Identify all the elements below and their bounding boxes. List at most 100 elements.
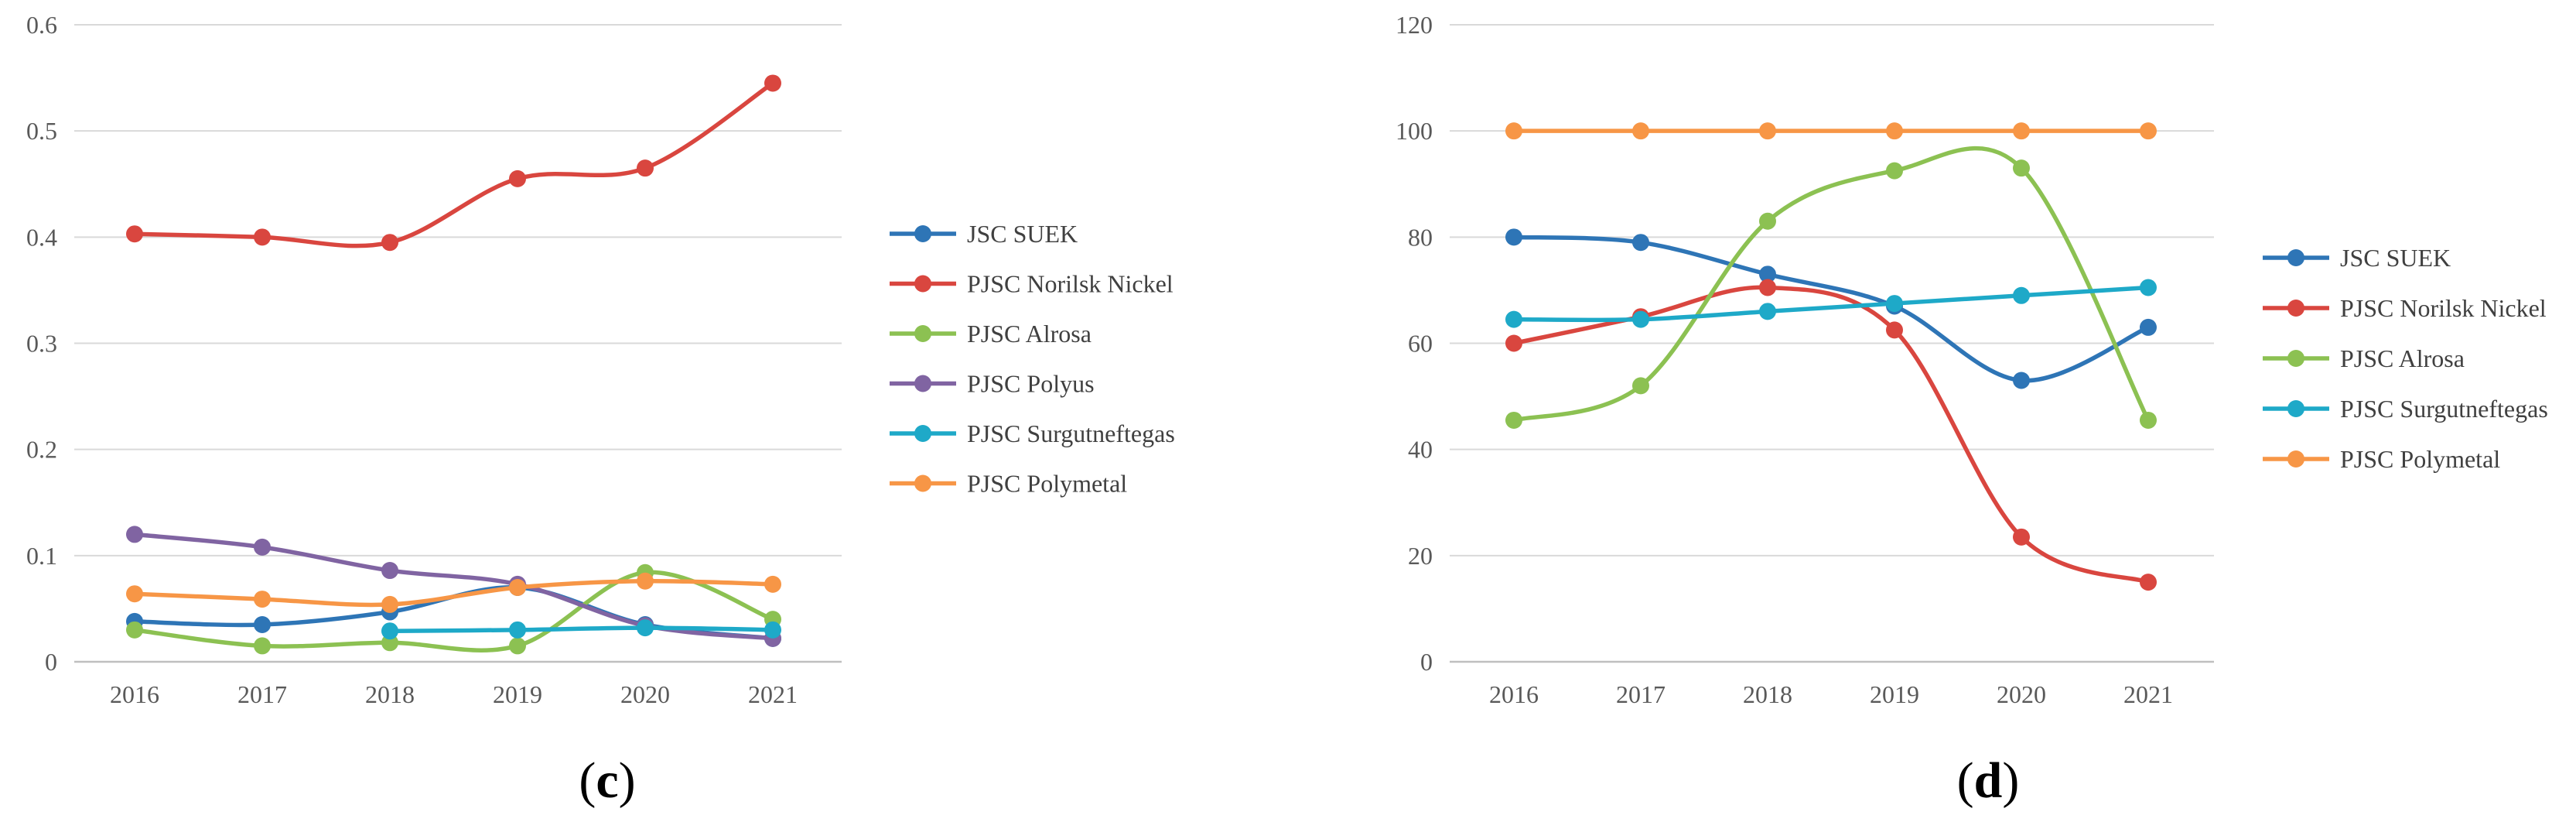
legend-label: PJSC Alrosa bbox=[967, 320, 1092, 348]
data-point-jsc-suek bbox=[1632, 234, 1649, 252]
data-point-pjsc-polymetal bbox=[126, 585, 143, 603]
data-point-pjsc-norilsk-nickel bbox=[1505, 334, 1522, 352]
legend-item-jsc-suek: JSC SUEK bbox=[2263, 244, 2451, 272]
data-point-jsc-suek bbox=[254, 615, 271, 633]
chart-c: 0 0.1 0.2 0.3 0.4 0.5 0.6 2016 2017 2018 2019 2020 2… bbox=[26, 11, 1175, 809]
legend-marker bbox=[2287, 450, 2304, 468]
series-line-pjsc-norilsk-nickel bbox=[134, 81, 774, 248]
legend-marker bbox=[2287, 300, 2304, 317]
data-point-pjsc-norilsk-nickel bbox=[2140, 574, 2157, 591]
data-point-pjsc-polymetal bbox=[1632, 122, 1649, 140]
legend-marker bbox=[914, 225, 931, 242]
data-point-pjsc-norilsk-nickel bbox=[1759, 279, 1776, 296]
data-point-pjsc-alrosa bbox=[2140, 411, 2157, 429]
panel-label: (c) bbox=[579, 752, 635, 809]
legend-label: JSC SUEK bbox=[967, 220, 1078, 248]
series-line-pjsc-surgutneftegas bbox=[1513, 285, 2149, 323]
data-point-pjsc-norilsk-nickel bbox=[126, 225, 143, 243]
legend-item-pjsc-polymetal: PJSC Polymetal bbox=[890, 470, 1127, 498]
y-tick-label: 120 bbox=[1396, 11, 1433, 39]
data-point-pjsc-polymetal bbox=[637, 572, 654, 590]
data-point-pjsc-norilsk-nickel bbox=[381, 234, 398, 252]
legend-label: PJSC Polyus bbox=[967, 370, 1095, 398]
y-tick-label: 0.6 bbox=[26, 11, 57, 39]
panel-label: (d) bbox=[1957, 752, 2020, 809]
y-tick-label: 20 bbox=[1408, 542, 1433, 570]
legend-item-pjsc-polyus: PJSC Polyus bbox=[890, 370, 1095, 398]
y-tick-label: 80 bbox=[1408, 223, 1433, 251]
data-point-pjsc-surgutneftegas bbox=[2013, 286, 2030, 304]
data-point-pjsc-norilsk-nickel bbox=[764, 74, 781, 92]
series-line-pjsc-alrosa bbox=[1513, 146, 2151, 423]
x-tick-label: 2021 bbox=[748, 680, 798, 708]
data-point-pjsc-alrosa bbox=[381, 634, 398, 652]
legend-item-pjsc-surgutneftegas: PJSC Surgutneftegas bbox=[890, 420, 1175, 447]
data-point-pjsc-surgutneftegas bbox=[764, 621, 781, 639]
legend-item-pjsc-norilsk-nickel: PJSC Norilsk Nickel bbox=[2263, 294, 2547, 322]
x-tick-label: 2018 bbox=[1743, 680, 1792, 708]
legend-marker bbox=[914, 275, 931, 293]
x-tick-label: 2017 bbox=[237, 680, 287, 708]
x-tick-label: 2016 bbox=[1489, 680, 1539, 708]
data-point-pjsc-alrosa bbox=[126, 621, 143, 639]
legend-item-pjsc-norilsk-nickel: PJSC Norilsk Nickel bbox=[890, 270, 1174, 298]
y-tick-label: 0.1 bbox=[26, 542, 57, 570]
x-tick-label: 2016 bbox=[110, 680, 159, 708]
series-line-pjsc-surgutneftegas bbox=[389, 625, 774, 633]
series-line-pjsc-polymetal bbox=[134, 578, 774, 608]
y-tick-label: 0 bbox=[1420, 648, 1433, 676]
x-tick-label: 2019 bbox=[493, 680, 542, 708]
data-point-pjsc-alrosa bbox=[2013, 159, 2030, 177]
data-point-pjsc-polymetal bbox=[1886, 122, 1903, 140]
data-point-pjsc-surgutneftegas bbox=[637, 619, 654, 637]
data-point-pjsc-alrosa bbox=[1632, 377, 1649, 395]
y-tick-label: 100 bbox=[1396, 117, 1433, 145]
legend-label: JSC SUEK bbox=[2340, 244, 2451, 272]
data-point-pjsc-surgutneftegas bbox=[2140, 279, 2157, 296]
x-tick-label: 2020 bbox=[620, 680, 670, 708]
data-point-pjsc-surgutneftegas bbox=[1505, 310, 1522, 328]
data-point-pjsc-polymetal bbox=[2013, 122, 2030, 140]
data-point-pjsc-alrosa bbox=[509, 637, 526, 655]
data-point-pjsc-alrosa bbox=[1505, 411, 1522, 429]
data-point-pjsc-polymetal bbox=[509, 578, 526, 596]
y-tick-label: 0 bbox=[45, 648, 57, 676]
legend-marker bbox=[914, 325, 931, 342]
data-point-pjsc-polymetal bbox=[2140, 122, 2157, 140]
x-tick-label: 2020 bbox=[1997, 680, 2046, 708]
data-point-pjsc-alrosa bbox=[254, 637, 271, 655]
legend-label: PJSC Norilsk Nickel bbox=[2340, 294, 2547, 322]
data-point-pjsc-polymetal bbox=[1505, 122, 1522, 140]
y-tick-label: 0.2 bbox=[26, 436, 57, 464]
data-point-pjsc-polymetal bbox=[764, 575, 781, 593]
data-point-jsc-suek bbox=[1505, 228, 1522, 246]
legend-marker bbox=[2287, 249, 2304, 266]
data-point-pjsc-polyus bbox=[254, 538, 271, 556]
data-point-jsc-suek bbox=[2013, 372, 2030, 389]
x-tick-label: 2017 bbox=[1616, 680, 1666, 708]
data-point-pjsc-surgutneftegas bbox=[1632, 310, 1649, 328]
y-tick-label: 0.5 bbox=[26, 117, 57, 145]
legend-item-pjsc-alrosa: PJSC Alrosa bbox=[2263, 344, 2465, 372]
legend-marker bbox=[2287, 400, 2304, 417]
data-point-pjsc-norilsk-nickel bbox=[509, 170, 526, 187]
data-point-pjsc-surgutneftegas bbox=[381, 622, 398, 640]
legend-marker bbox=[914, 375, 931, 392]
data-point-pjsc-polymetal bbox=[254, 591, 271, 608]
data-point-pjsc-alrosa bbox=[1759, 212, 1776, 230]
legend-item-pjsc-surgutneftegas: PJSC Surgutneftegas bbox=[2263, 395, 2548, 423]
legend-label: PJSC Surgutneftegas bbox=[967, 420, 1175, 447]
chart-d: 0 20 40 60 80 100 120 2016 2017 2018 2019 2020 2021 J… bbox=[1396, 11, 2548, 809]
data-point-jsc-suek bbox=[1759, 265, 1776, 283]
y-tick-label: 0.3 bbox=[26, 330, 57, 358]
data-point-pjsc-norilsk-nickel bbox=[637, 159, 654, 177]
y-tick-label: 40 bbox=[1408, 436, 1433, 464]
legend-label: PJSC Alrosa bbox=[2340, 344, 2465, 372]
legend-label: PJSC Polymetal bbox=[967, 470, 1127, 498]
data-point-jsc-suek bbox=[2140, 318, 2157, 336]
legend-label: PJSC Polymetal bbox=[2340, 445, 2500, 473]
data-point-pjsc-norilsk-nickel bbox=[2013, 528, 2030, 546]
data-point-pjsc-polymetal bbox=[1759, 122, 1776, 140]
x-tick-label: 2021 bbox=[2123, 680, 2173, 708]
